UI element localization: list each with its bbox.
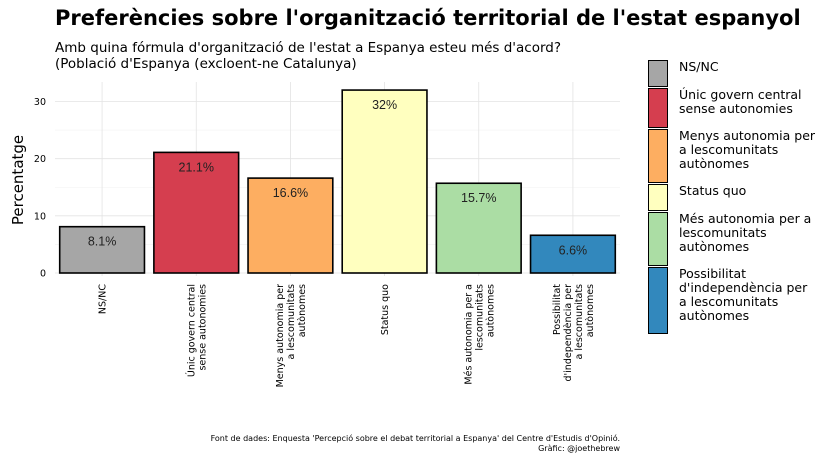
chart-subtitle: Amb quina fórmula d'organització de l'es… — [55, 40, 561, 72]
x-tick-label: Més autonomia per a lescomunitats autònome… — [463, 284, 496, 385]
bar — [341, 89, 428, 274]
y-tick-label: 30 — [34, 97, 46, 108]
bar-value-label: 6.6% — [559, 243, 588, 257]
x-tick-label-line: autònomes — [297, 284, 308, 337]
bar — [58, 225, 146, 274]
x-tick-label-line: a lescomunitats — [286, 284, 297, 360]
bar — [153, 151, 240, 274]
y-tick-label: 0 — [40, 269, 46, 280]
x-tick-label: Únic govern central sense autonomies — [185, 284, 208, 377]
x-tick-label: Possibilitat d'independència per a lescomu… — [552, 284, 596, 382]
bar-value-label: 32% — [372, 98, 397, 112]
subtitle-line-1: Amb quina fórmula d'organització de l'es… — [55, 40, 562, 56]
x-tick-label-line: Possibilitat — [552, 284, 563, 335]
subtitle-line-2: (Població d'Espanya (excloent-ne Catalun… — [55, 56, 357, 72]
legend-swatch — [648, 267, 668, 334]
legend-label: Possibilitat d'independència per a lescomu… — [679, 266, 808, 323]
x-tick-label-line: autònomes — [485, 284, 496, 337]
x-tick-label-line: Status quo — [380, 284, 391, 335]
legend-swatch — [648, 129, 668, 183]
bar-value-label: 16.6% — [273, 186, 308, 200]
x-tick-label: Status quo — [380, 284, 391, 335]
y-tick-label: 10 — [34, 211, 46, 222]
bar-value-label: 21.1% — [179, 160, 214, 174]
legend-label: Menys autonomia per a lescomunitats autòno… — [679, 128, 816, 171]
bar-value-label: 15.7% — [461, 191, 496, 205]
legend-label: Únic govern central sense autonomies — [679, 87, 802, 116]
x-tick-label-line: d'independència per — [563, 284, 574, 382]
x-tick-label-line: a lescomunitats — [574, 284, 585, 360]
chart-footer: Font de dades: Enquesta 'Percepció sobre… — [211, 434, 620, 454]
chart-title: Preferències sobre l'organització territ… — [55, 6, 801, 30]
x-tick-label-line: NS/NC — [98, 284, 109, 314]
legend-swatch — [648, 184, 668, 211]
legend-swatch — [648, 88, 668, 128]
legend-swatch — [648, 60, 668, 87]
credit-note: Gràfic: @joethebrew — [538, 444, 620, 453]
x-tick-label-line: Menys autonomia per — [275, 284, 286, 387]
source-note: Font de dades: Enquesta 'Percepció sobre… — [210, 434, 620, 443]
legend-label: Status quo — [679, 183, 747, 198]
x-tick-label-line: Més autonomia per a — [463, 284, 474, 385]
y-axis-label: Percentatge — [9, 135, 27, 225]
x-tick-label: Menys autonomia per a lescomunitats autòno… — [275, 284, 308, 387]
x-tick-label-line: lescomunitats — [474, 284, 485, 351]
bar — [529, 234, 617, 274]
y-tick-label: 20 — [34, 154, 46, 165]
legend-label: Més autonomia per a lescomunitats autònome… — [679, 211, 812, 254]
x-tick-label: NS/NC — [98, 284, 109, 314]
legend-label: NS/NC — [679, 59, 719, 74]
legend-swatch — [648, 212, 668, 266]
bar — [247, 177, 334, 274]
x-tick-label-line: sense autonomies — [197, 284, 208, 371]
x-tick-label-line: autònomes — [585, 284, 596, 337]
bar-value-label: 8.1% — [88, 235, 117, 249]
bar — [435, 182, 522, 274]
x-tick-label-line: Únic govern central — [185, 284, 197, 377]
